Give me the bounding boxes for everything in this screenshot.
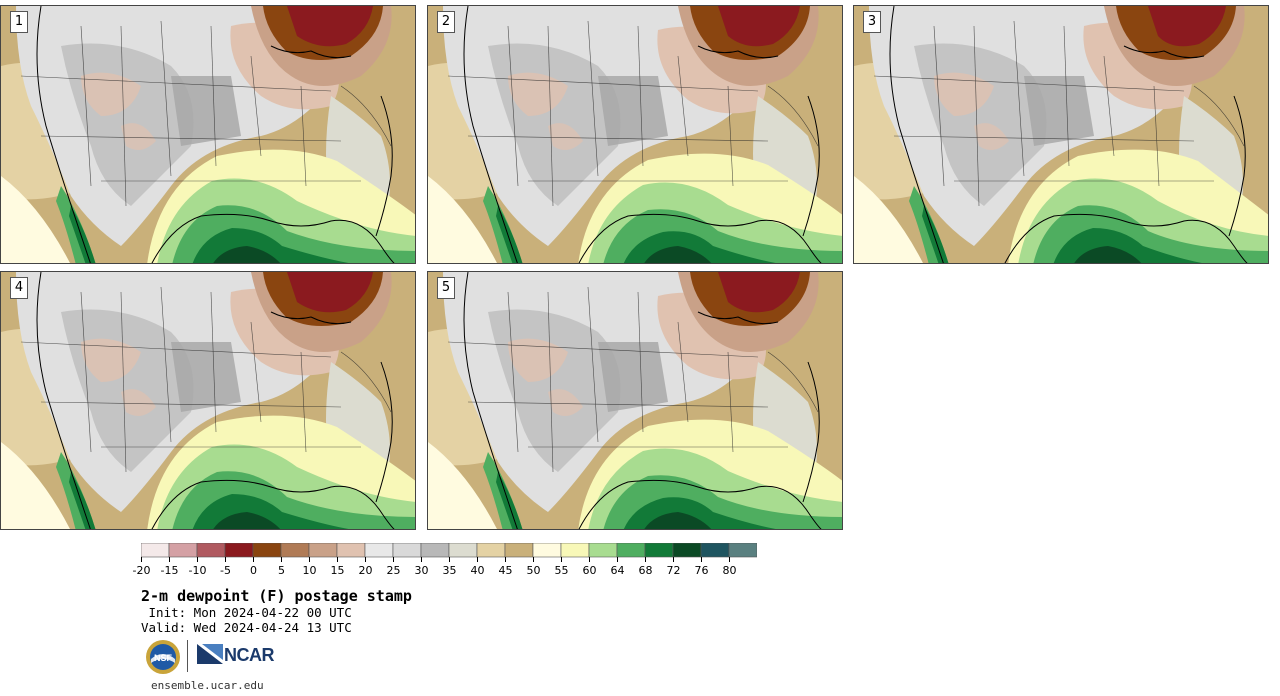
colorbar-swatch — [672, 543, 702, 558]
colorbar-swatch — [196, 543, 226, 558]
colorbar-tick-label: 80 — [722, 564, 737, 577]
map-panel: 2 — [427, 5, 843, 264]
colorbar-tick-label: 45 — [498, 564, 513, 577]
logo-divider — [187, 640, 188, 672]
colorbar-tick-label: 25 — [386, 564, 401, 577]
website-url: ensemble.ucar.edu — [151, 679, 264, 692]
ncar-mark-icon — [197, 644, 223, 664]
colorbar-swatch — [364, 543, 394, 558]
colorbar-tick-label: 55 — [554, 564, 569, 577]
ncar-logo-text: NCAR — [224, 645, 275, 665]
colorbar-tick-label: -5 — [220, 564, 231, 577]
colorbar-swatch — [700, 543, 730, 558]
map-panel: 4 — [0, 271, 416, 530]
colorbar-swatch — [728, 543, 757, 558]
colorbar-swatch — [476, 543, 506, 558]
colorbar-tick-label: 20 — [358, 564, 373, 577]
colorbar-swatch — [588, 543, 618, 558]
colorbar-swatch — [420, 543, 450, 558]
colorbar-tick-label: 50 — [526, 564, 541, 577]
colorbar-swatch — [532, 543, 562, 558]
colorbar-swatch — [280, 543, 310, 558]
colorbar-swatch — [141, 543, 170, 558]
map-panel: 5 — [427, 271, 843, 530]
colorbar-swatch — [392, 543, 422, 558]
colorbar-swatch — [448, 543, 478, 558]
valid-time: Valid: Wed 2024-04-24 13 UTC — [141, 620, 352, 635]
colorbar-swatch — [504, 543, 534, 558]
colorbar-tick-label: 60 — [582, 564, 597, 577]
colorbar-tick-label: -20 — [132, 564, 151, 577]
nsf-logo: NSF — [146, 640, 180, 674]
colorbar-swatch — [168, 543, 198, 558]
panel-number: 5 — [437, 277, 455, 299]
colorbar-tick-label: 64 — [610, 564, 625, 577]
colorbar-swatch — [644, 543, 674, 558]
init-time: Init: Mon 2024-04-22 00 UTC — [141, 605, 352, 620]
colorbar-tick-label: 15 — [330, 564, 345, 577]
colorbar-tick-label: 40 — [470, 564, 485, 577]
colorbar-swatch — [336, 543, 366, 558]
colorbar-swatch — [308, 543, 338, 558]
colorbar — [141, 543, 757, 562]
colorbar-tick-label: 76 — [694, 564, 709, 577]
colorbar-tick-label: 68 — [638, 564, 653, 577]
colorbar-tick-label: -15 — [160, 564, 179, 577]
colorbar-swatch — [560, 543, 590, 558]
panel-number: 3 — [863, 11, 881, 33]
panel-number: 4 — [10, 277, 28, 299]
page-title: 2-m dewpoint (F) postage stamp — [141, 587, 412, 605]
colorbar-tick-label: 30 — [414, 564, 429, 577]
map-panel: 1 — [0, 5, 416, 264]
panel-number: 2 — [437, 11, 455, 33]
map-panel: 3 — [853, 5, 1269, 264]
colorbar-tick-label: 5 — [278, 564, 285, 577]
colorbar-tick-label: 10 — [302, 564, 317, 577]
colorbar-swatch — [252, 543, 282, 558]
colorbar-tick-label: 35 — [442, 564, 457, 577]
colorbar-tick-label: 0 — [250, 564, 257, 577]
colorbar-tick-label: -10 — [188, 564, 207, 577]
panel-number: 1 — [10, 11, 28, 33]
colorbar-tick-label: 72 — [666, 564, 681, 577]
colorbar-swatch — [616, 543, 646, 558]
colorbar-swatch — [224, 543, 254, 558]
nsf-text: NSF — [154, 653, 173, 663]
